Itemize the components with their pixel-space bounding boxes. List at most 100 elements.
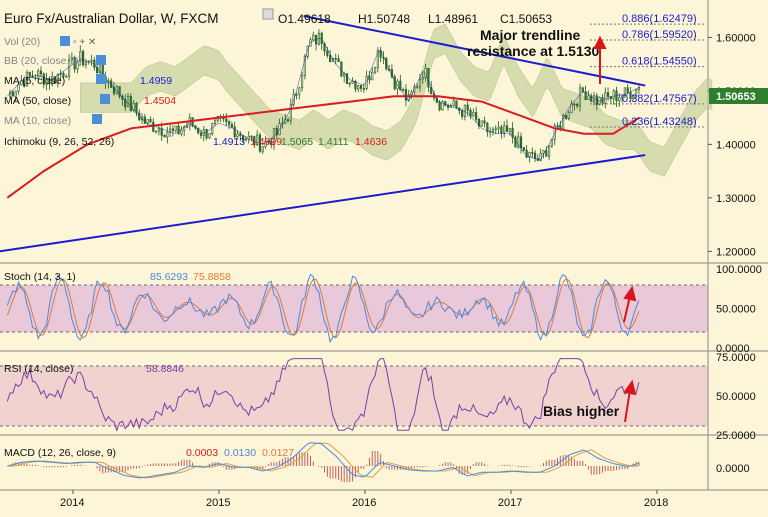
ichi-val-4: 1.4111	[318, 136, 349, 148]
candle	[90, 59, 93, 62]
candle	[542, 150, 545, 154]
candle	[491, 128, 495, 132]
candle	[42, 73, 45, 85]
candle	[438, 101, 441, 111]
candle	[289, 103, 292, 121]
candle	[185, 125, 189, 128]
candle	[132, 102, 135, 111]
candle	[480, 120, 483, 127]
candle	[444, 101, 447, 106]
legend-ma-close[interactable]: MA (10, close)	[4, 115, 71, 127]
candle	[376, 50, 379, 68]
macd-axis-label: 0.0000	[716, 463, 750, 475]
candle	[34, 77, 37, 80]
legend-bb[interactable]: BB (20, close, 2)	[4, 55, 82, 67]
candle	[578, 87, 582, 107]
candle	[197, 127, 200, 134]
plus-icon[interactable]: ▫ + ✕	[73, 37, 96, 48]
candle	[70, 57, 73, 61]
ohlc-open: O1.49618	[278, 12, 331, 26]
settings-icon[interactable]	[262, 8, 274, 20]
legend-ma50-value: 1.4504	[144, 95, 176, 107]
legend-ma5[interactable]: MA (5, close)	[4, 75, 65, 87]
candle	[155, 130, 158, 133]
candle	[362, 88, 365, 90]
candle	[25, 71, 29, 87]
candle	[169, 128, 172, 133]
time-axis-label: 2015	[206, 497, 230, 509]
candle	[174, 125, 177, 131]
candle	[79, 51, 82, 63]
candle	[407, 94, 410, 101]
legend-vol[interactable]: Vol (20)	[4, 36, 40, 48]
candle	[244, 138, 247, 141]
candle	[56, 73, 59, 84]
candle	[264, 140, 267, 147]
candle	[298, 87, 301, 95]
ma50-line	[6, 95, 640, 199]
candle	[329, 55, 332, 62]
candle	[129, 96, 132, 111]
candle	[28, 71, 31, 77]
annotation-resistance-1: Major trendline	[480, 27, 581, 43]
candle	[508, 128, 511, 132]
candle	[82, 51, 85, 66]
time-axis-label: 2018	[644, 497, 668, 509]
candle	[416, 86, 419, 89]
candle	[326, 50, 329, 56]
fib-level-label: 0.786(1.59520)	[622, 29, 697, 41]
rsi-value: 58.8846	[146, 363, 184, 375]
rsi-axis-label: 75.0000	[716, 352, 756, 364]
legend-macd[interactable]: MACD (12, 26, close, 9)	[4, 447, 116, 459]
legend-ichimoku[interactable]: Ichimoku (9, 26, 52, 26)	[4, 136, 114, 148]
candle	[23, 80, 26, 87]
stoch-k-line	[6, 273, 640, 344]
eye-icon[interactable]	[92, 114, 102, 124]
candle	[236, 133, 239, 138]
candle	[514, 136, 517, 148]
candle	[531, 152, 534, 154]
legend-ma50[interactable]: MA (50, close)	[4, 95, 71, 107]
candle	[39, 70, 43, 75]
candle	[166, 131, 169, 138]
eye-icon[interactable]	[100, 94, 110, 104]
candle	[494, 128, 497, 131]
rsi-line	[6, 358, 640, 432]
candle	[539, 152, 542, 161]
candle	[261, 146, 264, 152]
candle	[466, 104, 469, 111]
eye-icon[interactable]	[96, 74, 106, 84]
candle	[354, 80, 357, 90]
candle	[348, 82, 351, 85]
candle	[149, 119, 152, 123]
fib-level-label: 0.886(1.62479)	[622, 13, 697, 25]
rsi-axis-label: 25.0000	[716, 430, 756, 442]
candle	[623, 87, 626, 97]
candle	[452, 100, 455, 106]
legend-stoch[interactable]: Stoch (14, 3, 1)	[4, 271, 76, 283]
fib-level-label: 0.382(1.47567)	[622, 93, 697, 105]
candle	[606, 92, 610, 97]
price-axis-label: 1.60000	[716, 32, 756, 44]
time-axis-label: 2017	[498, 497, 522, 509]
candle	[126, 96, 130, 108]
candle	[337, 58, 340, 63]
candle	[621, 95, 624, 98]
macd-value-3: 0.0127	[262, 447, 294, 459]
legend-rsi[interactable]: RSI (14, close)	[4, 363, 73, 375]
stoch-axis-label: 50.0000	[716, 304, 756, 316]
candle	[225, 118, 228, 122]
candle	[421, 77, 424, 80]
arrow-up-icon	[593, 35, 607, 84]
candle	[475, 112, 478, 120]
eye-icon[interactable]	[60, 36, 70, 46]
candle	[522, 147, 525, 151]
candle	[581, 87, 584, 93]
candle	[357, 85, 360, 90]
arrow-up-icon	[623, 379, 637, 423]
eye-icon[interactable]	[96, 55, 106, 65]
candle	[295, 93, 298, 96]
price-tag	[709, 88, 768, 104]
candle	[576, 104, 579, 107]
